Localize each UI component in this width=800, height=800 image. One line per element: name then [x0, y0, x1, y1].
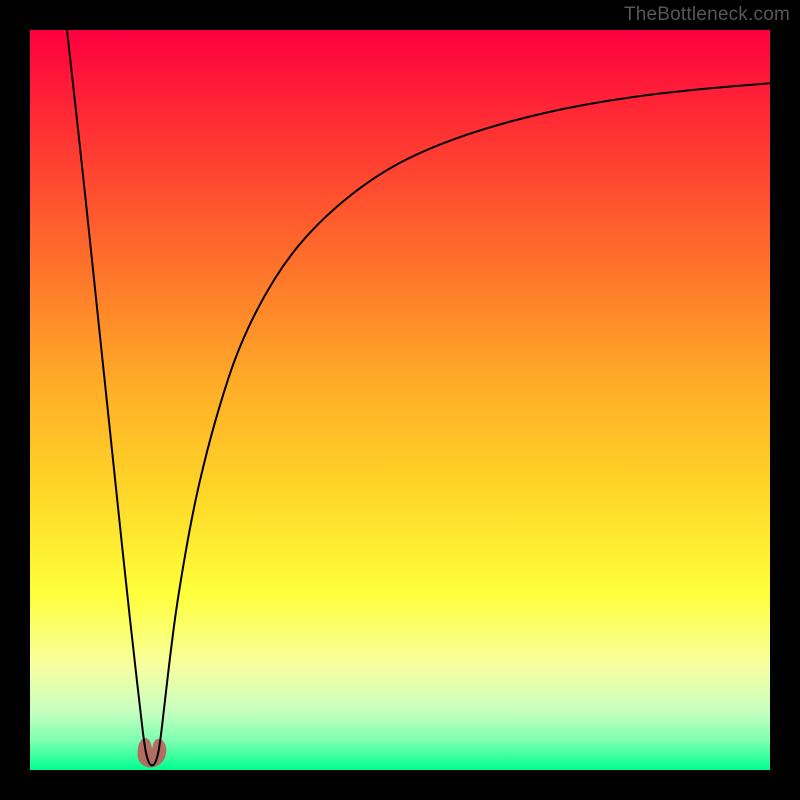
chart-plot-area — [30, 30, 770, 770]
bottleneck-curve — [67, 30, 770, 765]
curve-minimum-marker — [137, 738, 166, 767]
bottleneck-curve-chart — [30, 30, 770, 770]
watermark-text: TheBottleneck.com — [624, 4, 790, 26]
